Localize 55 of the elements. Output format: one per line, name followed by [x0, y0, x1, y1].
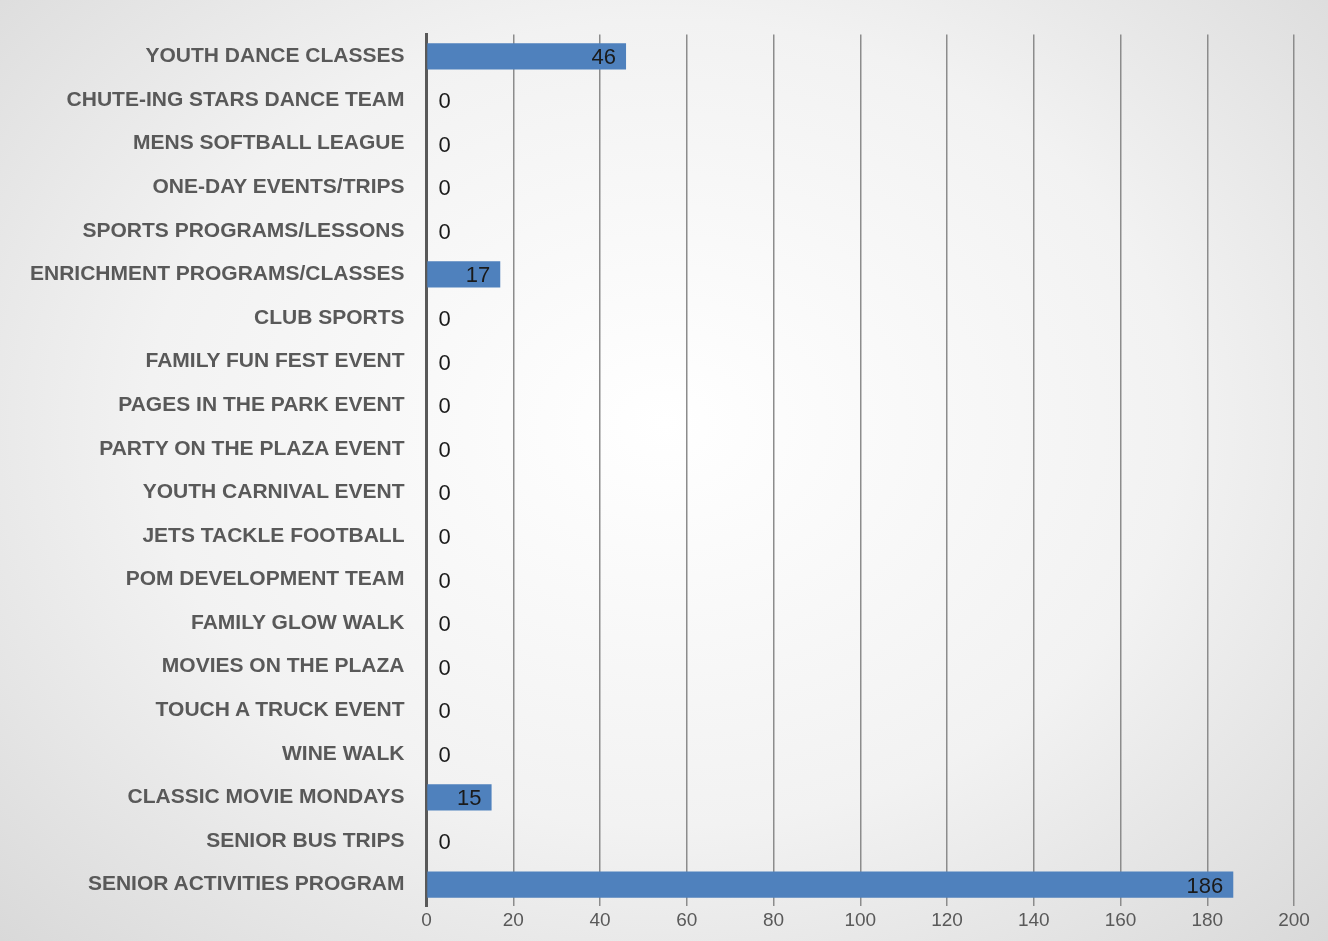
x-tick-label: 20	[502, 909, 524, 931]
data-label: 15	[457, 785, 482, 811]
y-tick-label: POM DEVELOPMENT TEAM	[125, 566, 405, 590]
y-tick-label: PAGES IN THE PARK EVENT	[118, 391, 405, 415]
data-label: 46	[591, 44, 617, 70]
x-tick-label: 0	[421, 909, 432, 931]
y-tick-label: TOUCH A TRUCK EVENT	[155, 697, 405, 721]
data-label: 0	[438, 523, 451, 549]
data-label: 186	[1186, 872, 1224, 898]
y-tick-label: JETS TACKLE FOOTBALL	[142, 522, 405, 546]
x-tick-label: 180	[1191, 909, 1224, 931]
x-tick-label: 100	[844, 909, 877, 931]
data-label: 0	[438, 88, 451, 114]
y-tick-label: FAMILY FUN FEST EVENT	[145, 348, 405, 372]
data-label: 0	[438, 611, 451, 637]
data-label: 0	[438, 698, 451, 724]
data-label: 0	[438, 829, 451, 855]
data-label: 0	[438, 567, 451, 593]
y-tick-label: CLASSIC MOVIE MONDAYS	[127, 784, 405, 808]
y-tick-label: FAMILY GLOW WALK	[191, 609, 405, 633]
x-tick-label: 120	[931, 909, 963, 931]
x-tick-label: 140	[1017, 909, 1050, 931]
x-tick-label: 60	[676, 909, 698, 931]
data-label: 17	[465, 262, 491, 288]
x-tick-label: 200	[1278, 909, 1310, 931]
y-tick-label: SENIOR BUS TRIPS	[206, 827, 405, 851]
y-tick-label: YOUTH CARNIVAL EVENT	[142, 479, 405, 503]
bar	[427, 784, 492, 811]
y-tick-label: YOUTH DANCE CLASSES	[145, 43, 405, 67]
x-tick-label: 160	[1104, 909, 1137, 931]
y-tick-label: MENS SOFTBALL LEAGUE	[133, 130, 405, 154]
data-label: 0	[438, 393, 451, 419]
y-tick-label: CHUTE-ING STARS DANCE TEAM	[66, 86, 405, 110]
y-tick-label: CLUB SPORTS	[254, 304, 405, 328]
data-label: 0	[438, 131, 451, 157]
y-tick-label: PARTY ON THE PLAZA EVENT	[99, 435, 405, 459]
data-label: 0	[438, 218, 451, 244]
y-tick-label: SPORTS PROGRAMS/LESSONS	[82, 217, 405, 241]
y-tick-label: ONE-DAY EVENTS/TRIPS	[152, 173, 405, 197]
y-tick-label: ENRICHMENT PROGRAMS/CLASSES	[29, 261, 405, 285]
x-tick-label: 40	[589, 909, 611, 931]
y-tick-label: WINE WALK	[282, 740, 405, 764]
data-label: 0	[438, 349, 451, 375]
bar	[427, 871, 1234, 898]
y-tick-label: SENIOR ACTIVITIES PROGRAM	[87, 871, 405, 895]
data-label: 0	[438, 480, 451, 506]
data-label: 0	[438, 306, 451, 331]
data-label: 0	[438, 654, 451, 680]
data-label: 0	[438, 436, 451, 462]
x-tick-label: 80	[762, 909, 785, 931]
bar	[427, 43, 627, 70]
data-label: 0	[438, 741, 451, 767]
bar	[427, 261, 501, 288]
y-tick-label: MOVIES ON THE PLAZA	[161, 653, 405, 677]
data-label: 0	[438, 175, 451, 201]
